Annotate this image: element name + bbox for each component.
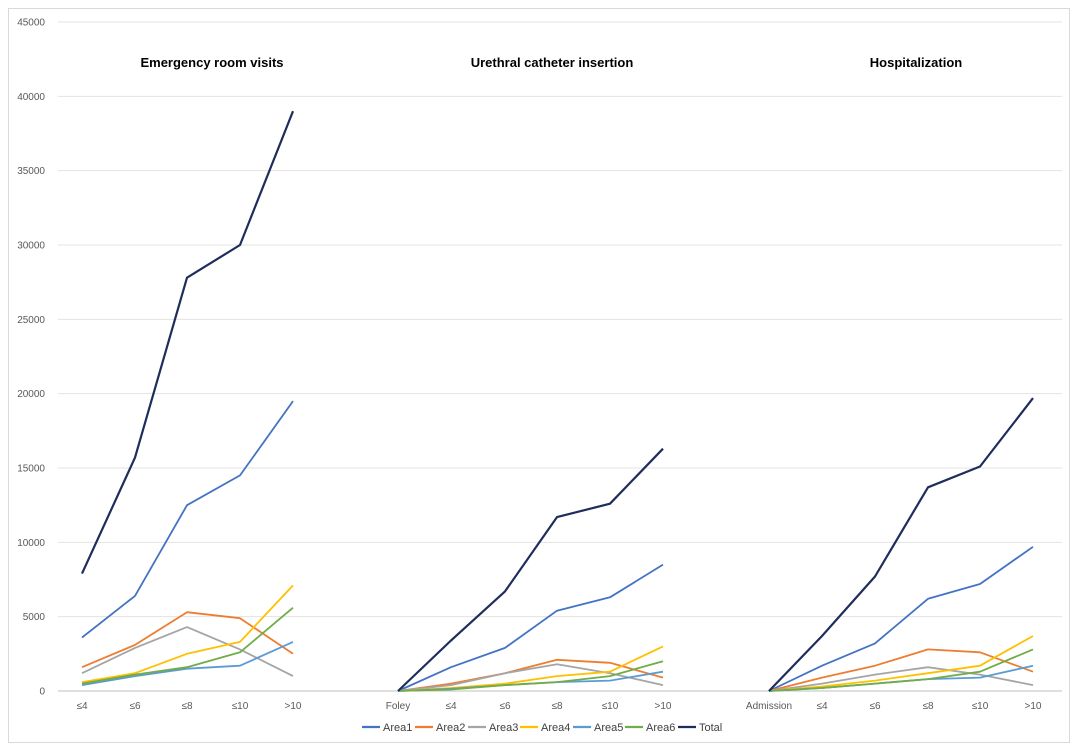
legend: Area1 Area2 Area3 Area4 Area5 Area6 Total	[362, 722, 722, 734]
x-tick-label: ≤10	[602, 701, 619, 712]
panel-title: Emergency room visits	[140, 55, 283, 70]
series-line-area1	[81, 400, 294, 639]
panel-title: Urethral catheter insertion	[471, 55, 634, 70]
x-tick-label: ≤6	[129, 701, 140, 712]
x-tick-label: ≤10	[232, 701, 249, 712]
legend-label-total: Total	[699, 722, 722, 734]
legend-label-area5: Area5	[594, 722, 623, 734]
x-tick-label: >10	[285, 701, 302, 712]
series-line-area3	[397, 663, 664, 692]
series-lines	[80, 110, 1034, 692]
y-axis: 0 5000 10000 15000 20000 25000 30000 35000 40000…	[17, 18, 45, 698]
x-tick-label: >10	[655, 701, 672, 712]
x-tick-label: ≤8	[922, 701, 933, 712]
x-tick-label: ≤6	[499, 701, 510, 712]
legend-label-area1: Area1	[383, 722, 412, 734]
series-line-area2	[81, 611, 294, 669]
gridlines	[58, 21, 1062, 692]
chart-frame	[8, 8, 1070, 743]
series-line-total	[397, 447, 664, 692]
series-line-area4	[768, 635, 1034, 692]
series-line-area1	[768, 546, 1034, 692]
x-tick-label: Admission	[746, 701, 792, 712]
y-tick-label: 5000	[23, 612, 46, 623]
x-tick-label: ≤4	[76, 701, 87, 712]
y-tick-label: 40000	[17, 92, 45, 103]
y-tick-label: 25000	[17, 315, 45, 326]
series-line-area6	[81, 607, 294, 685]
legend-label-area2: Area2	[436, 722, 465, 734]
x-tick-label: ≤8	[181, 701, 192, 712]
legend-label-area3: Area3	[489, 722, 518, 734]
series-line-total	[768, 397, 1034, 692]
x-axis: ≤4 ≤6 ≤8 ≤10 >10 Foley ≤4 ≤6 ≤8 ≤10 >10 Admission ≤4…	[76, 701, 1041, 712]
x-tick-label: ≤6	[869, 701, 880, 712]
series-line-total	[80, 110, 295, 575]
series-line-area2	[768, 648, 1034, 692]
x-tick-label: ≤4	[445, 701, 456, 712]
y-tick-label: 0	[39, 687, 45, 698]
series-line-area2	[397, 658, 664, 692]
x-tick-label: ≤10	[972, 701, 989, 712]
x-tick-label: Foley	[386, 701, 410, 712]
y-tick-label: 20000	[17, 389, 45, 400]
legend-label-area6: Area6	[646, 722, 675, 734]
y-tick-label: 45000	[17, 18, 45, 29]
panel-titles: Emergency room visits Urethral catheter i…	[140, 55, 962, 70]
series-line-area6	[397, 660, 664, 692]
x-tick-label: >10	[1025, 701, 1042, 712]
series-line-area4	[81, 584, 294, 683]
y-tick-label: 30000	[17, 241, 45, 252]
x-tick-label: ≤4	[816, 701, 827, 712]
y-tick-label: 35000	[17, 166, 45, 177]
series-line-area6	[768, 648, 1034, 692]
legend-label-area4: Area4	[541, 722, 570, 734]
y-tick-label: 10000	[17, 538, 45, 549]
y-tick-label: 15000	[17, 464, 45, 475]
series-line-area5	[81, 641, 294, 686]
x-tick-label: ≤8	[551, 701, 562, 712]
panel-title: Hospitalization	[870, 55, 963, 70]
series-line-area1	[397, 563, 664, 692]
